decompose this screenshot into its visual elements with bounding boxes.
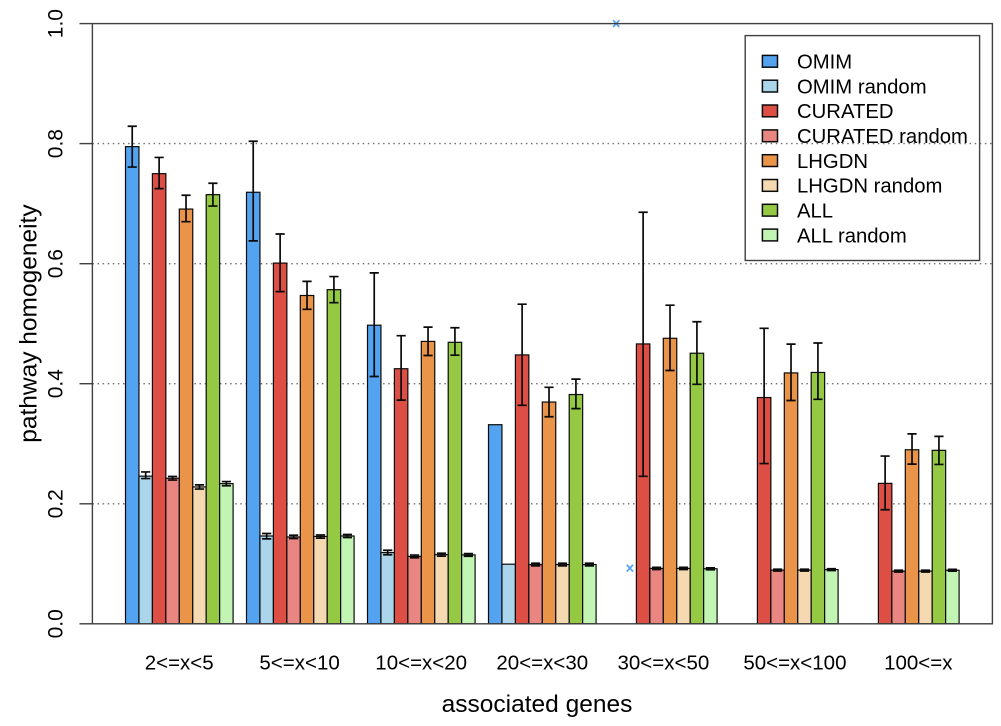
svg-text:20<=x<30: 20<=x<30 bbox=[496, 652, 588, 675]
svg-text:0.0: 0.0 bbox=[45, 609, 68, 638]
svg-text:LHGDN: LHGDN bbox=[797, 151, 868, 173]
svg-text:pathway homogeneity: pathway homogeneity bbox=[16, 204, 43, 443]
svg-text:2<=x<5: 2<=x<5 bbox=[145, 652, 214, 675]
svg-text:0.4: 0.4 bbox=[45, 369, 68, 399]
svg-text:ALL random: ALL random bbox=[797, 225, 907, 247]
svg-text:1.0: 1.0 bbox=[45, 9, 68, 38]
svg-text:0.6: 0.6 bbox=[45, 249, 68, 278]
svg-text:100<=x: 100<=x bbox=[884, 652, 953, 675]
svg-text:ALL: ALL bbox=[797, 201, 833, 223]
svg-text:CURATED random: CURATED random bbox=[797, 126, 968, 148]
svg-text:associated genes: associated genes bbox=[442, 691, 633, 718]
svg-text:OMIM random: OMIM random bbox=[797, 76, 927, 98]
svg-text:CURATED: CURATED bbox=[797, 101, 894, 123]
svg-text:OMIM: OMIM bbox=[797, 52, 852, 74]
svg-text:0.8: 0.8 bbox=[45, 129, 68, 158]
svg-text:5<=x<10: 5<=x<10 bbox=[259, 652, 339, 675]
svg-text:LHGDN random: LHGDN random bbox=[797, 176, 942, 198]
svg-text:50<=x<100: 50<=x<100 bbox=[743, 652, 846, 675]
svg-text:10<=x<20: 10<=x<20 bbox=[375, 652, 467, 675]
svg-text:0.2: 0.2 bbox=[45, 489, 68, 518]
svg-text:30<=x<50: 30<=x<50 bbox=[618, 652, 710, 675]
